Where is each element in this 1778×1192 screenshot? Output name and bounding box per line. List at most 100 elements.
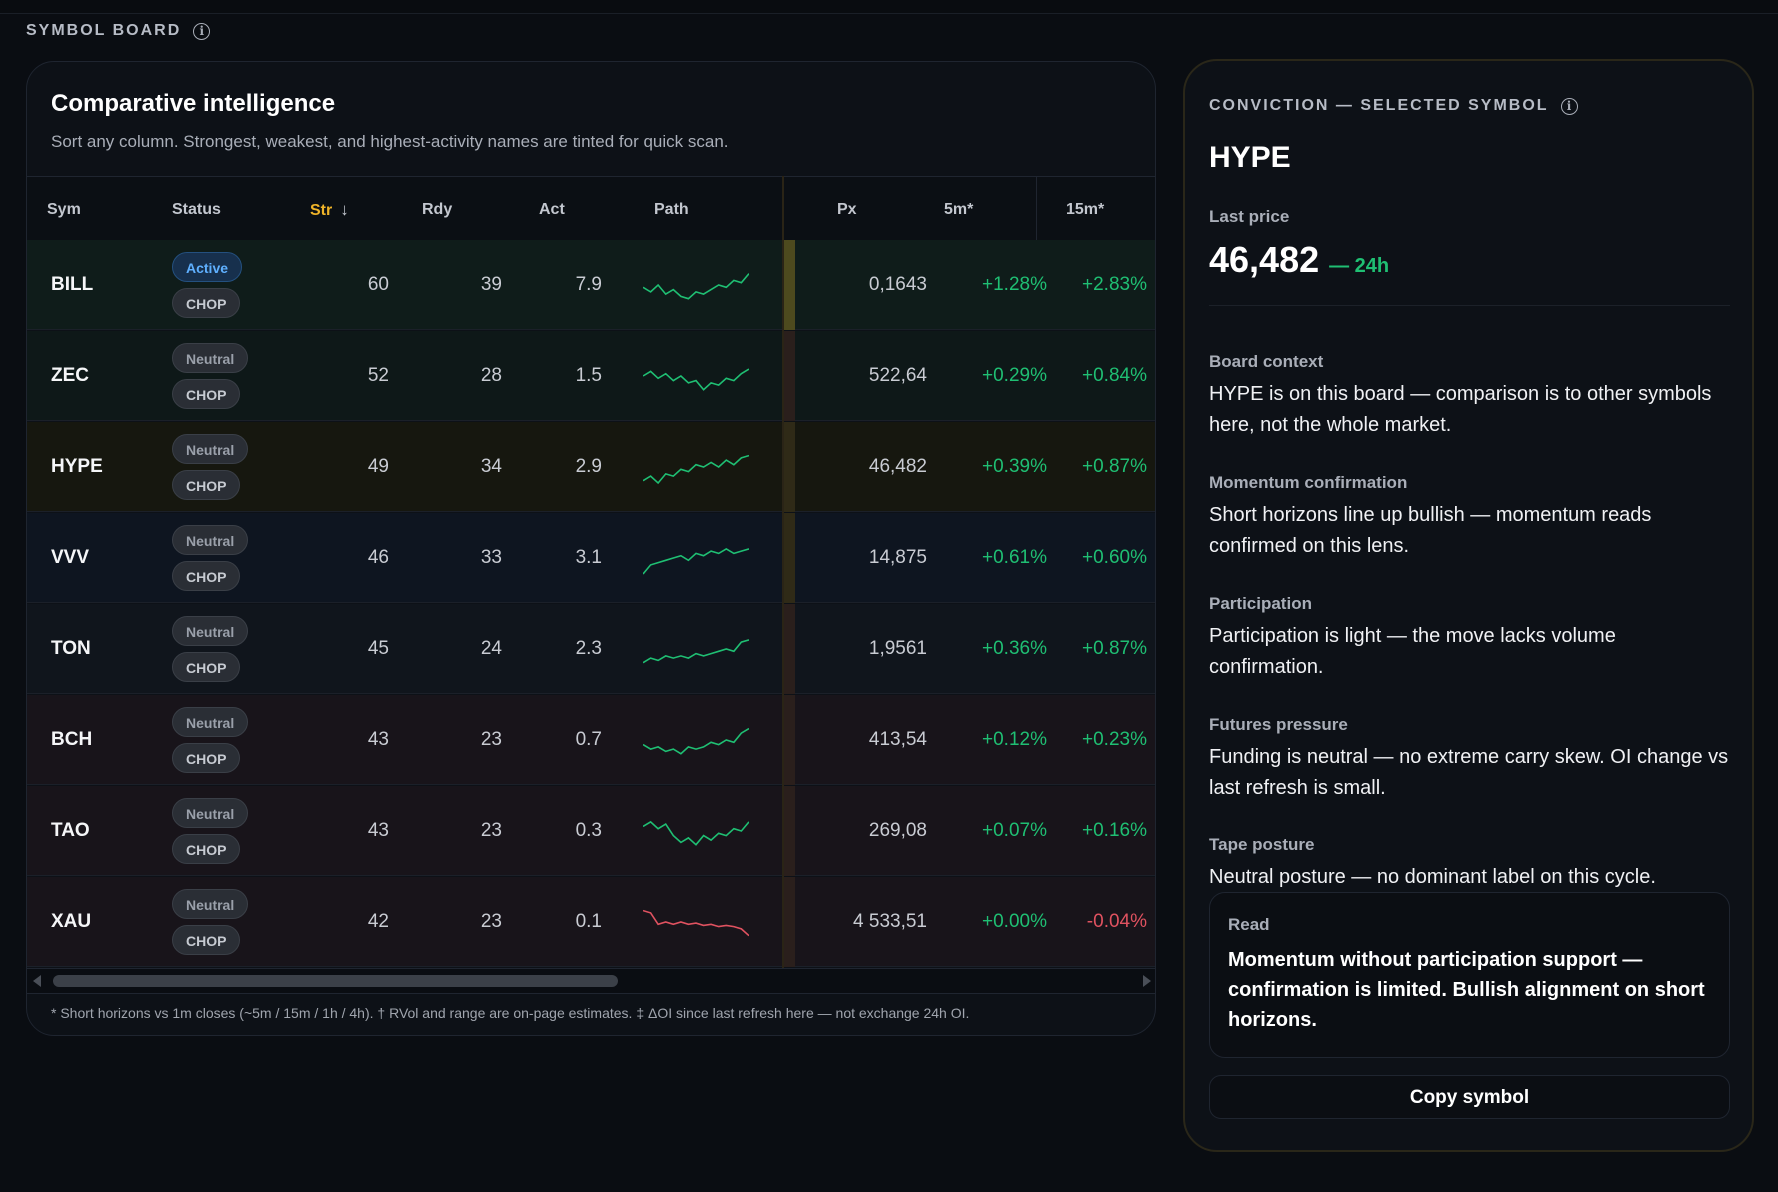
row-status: Neutral CHOP <box>172 513 249 603</box>
scroll-left-icon[interactable] <box>33 975 41 987</box>
row-str: 42 <box>367 911 389 932</box>
row-15m: +0.87% <box>1082 456 1147 477</box>
status-badge: Neutral <box>172 525 249 555</box>
status-badge: Active <box>172 252 243 282</box>
row-symbol: TAO <box>51 820 90 841</box>
row-15m: +0.23% <box>1082 729 1147 750</box>
section-title-board-context: Board context <box>1209 352 1324 371</box>
table-row[interactable]: TON Neutral CHOP 45 24 2.3 1,9561 +0.36% +0.87% <box>27 604 1155 694</box>
col-rdy[interactable]: Rdy <box>422 201 453 218</box>
sparkline <box>643 727 749 755</box>
board-header: SYMBOL BOARD i <box>26 22 211 40</box>
table-row[interactable]: ZEC Neutral CHOP 52 28 1.5 522,64 +0.29% +0.84% <box>27 331 1155 421</box>
row-status: Active CHOP <box>172 240 243 330</box>
row-str: 46 <box>367 547 389 568</box>
read-title: Read <box>1228 915 1270 934</box>
arrow-down-icon: ↓ <box>340 200 349 219</box>
row-15m: +2.83% <box>1082 274 1147 295</box>
row-str: 49 <box>367 456 389 477</box>
row-path-sparkline <box>643 240 749 330</box>
section-body-tape: Neutral posture — no dominant label on t… <box>1209 866 1656 888</box>
scroll-right-icon[interactable] <box>1143 975 1151 987</box>
row-5m: +1.28% <box>982 274 1047 295</box>
scroll-thumb[interactable] <box>53 975 618 987</box>
table-row[interactable]: TAO Neutral CHOP 43 23 0.3 269,08 +0.07% +0.16% <box>27 786 1155 876</box>
table-header: Sym Status Str ↓ Rdy Act Path Px 5m* 15m* <box>27 176 1155 242</box>
comparative-card: Comparative intelligence Sort any column… <box>26 61 1156 1036</box>
col-px[interactable]: Px <box>837 201 857 218</box>
table-row[interactable]: HYPE Neutral CHOP 49 34 2.9 46,482 +0.39% +0.87% <box>27 422 1155 512</box>
sparkline <box>643 454 749 485</box>
col-sym[interactable]: Sym <box>47 201 81 218</box>
table-body: BILL Active CHOP 60 39 7.9 0,1643 +1.28% +2.83% Z… <box>27 240 1155 968</box>
row-path-sparkline <box>643 331 749 421</box>
row-symbol: BCH <box>51 729 93 750</box>
info-icon[interactable]: i <box>1560 97 1578 115</box>
row-symbol: ZEC <box>51 365 89 386</box>
row-status: Neutral CHOP <box>172 331 249 421</box>
section-title-futures: Futures pressure <box>1209 715 1348 734</box>
row-tint-bar <box>782 695 795 785</box>
panel-divider <box>1209 305 1730 306</box>
col-str-label: Str <box>310 202 333 219</box>
row-str: 43 <box>367 820 389 841</box>
row-str: 45 <box>367 638 389 659</box>
row-act: 1.5 <box>575 365 602 386</box>
row-path-sparkline <box>643 877 749 967</box>
table-row[interactable]: XAU Neutral CHOP 42 23 0.1 4 533,51 +0.00% -0.04… <box>27 877 1155 967</box>
row-px: 1,9561 <box>868 638 927 659</box>
row-tint-bar <box>782 513 795 603</box>
info-icon[interactable]: i <box>193 22 211 40</box>
sparkline <box>643 909 749 937</box>
top-bar <box>0 0 1778 14</box>
row-status: Neutral CHOP <box>172 786 249 876</box>
row-px: 0,1643 <box>868 274 927 295</box>
card-title: Comparative intelligence <box>51 90 336 117</box>
row-rdy: 39 <box>480 274 502 295</box>
col-path[interactable]: Path <box>654 201 689 218</box>
col-act[interactable]: Act <box>539 201 565 218</box>
table-row[interactable]: BCH Neutral CHOP 43 23 0.7 413,54 +0.12% +0.23% <box>27 695 1155 785</box>
row-15m: +0.16% <box>1082 820 1147 841</box>
row-5m: +0.39% <box>982 456 1047 477</box>
section-title-momentum: Momentum confirmation <box>1209 473 1408 492</box>
table-row[interactable]: VVV Neutral CHOP 46 33 3.1 14,875 +0.61% +0.60% <box>27 513 1155 603</box>
read-body: Momentum without participation support —… <box>1228 949 1705 1031</box>
row-str: 52 <box>367 365 389 386</box>
row-rdy: 33 <box>480 547 502 568</box>
board-label: SYMBOL BOARD <box>26 22 182 39</box>
row-tint-bar <box>782 422 795 512</box>
row-act: 3.1 <box>575 547 602 568</box>
status-badge: Neutral <box>172 707 249 737</box>
conviction-panel: CONVICTION — SELECTED SYMBOL i HYPE Last… <box>1183 59 1754 1152</box>
row-px: 269,08 <box>868 820 927 841</box>
section-body-momentum: Short horizons line up bullish — momentu… <box>1209 504 1652 557</box>
regime-badge: CHOP <box>172 379 241 409</box>
status-badge: Neutral <box>172 798 249 828</box>
row-5m: +0.29% <box>982 365 1047 386</box>
row-status: Neutral CHOP <box>172 422 249 512</box>
column-separator <box>782 176 784 968</box>
regime-badge: CHOP <box>172 470 241 500</box>
row-act: 2.9 <box>575 456 602 477</box>
col-15m[interactable]: 15m* <box>1066 201 1105 218</box>
sparkline <box>643 820 749 846</box>
row-tint-bar <box>782 877 795 967</box>
copy-symbol-button[interactable]: Copy symbol <box>1209 1075 1730 1119</box>
section-title-participation: Participation <box>1209 594 1312 613</box>
row-status: Neutral CHOP <box>172 604 249 694</box>
col-status[interactable]: Status <box>172 201 221 218</box>
horizontal-scrollbar[interactable] <box>27 968 1155 994</box>
regime-badge: CHOP <box>172 288 241 318</box>
col-5m[interactable]: 5m* <box>944 201 974 218</box>
row-px: 413,54 <box>868 729 927 750</box>
row-5m: +0.07% <box>982 820 1047 841</box>
status-badge: Neutral <box>172 434 249 464</box>
row-path-sparkline <box>643 695 749 785</box>
col-str[interactable]: Str ↓ <box>310 177 349 241</box>
table-row[interactable]: BILL Active CHOP 60 39 7.9 0,1643 +1.28% +2.83% <box>27 240 1155 330</box>
panel-header: CONVICTION — SELECTED SYMBOL i <box>1209 97 1578 115</box>
card-subtitle: Sort any column. Strongest, weakest, and… <box>51 132 729 151</box>
row-tint-bar <box>782 786 795 876</box>
footnote: * Short horizons vs 1m closes (~5m / 15m… <box>51 1005 970 1021</box>
